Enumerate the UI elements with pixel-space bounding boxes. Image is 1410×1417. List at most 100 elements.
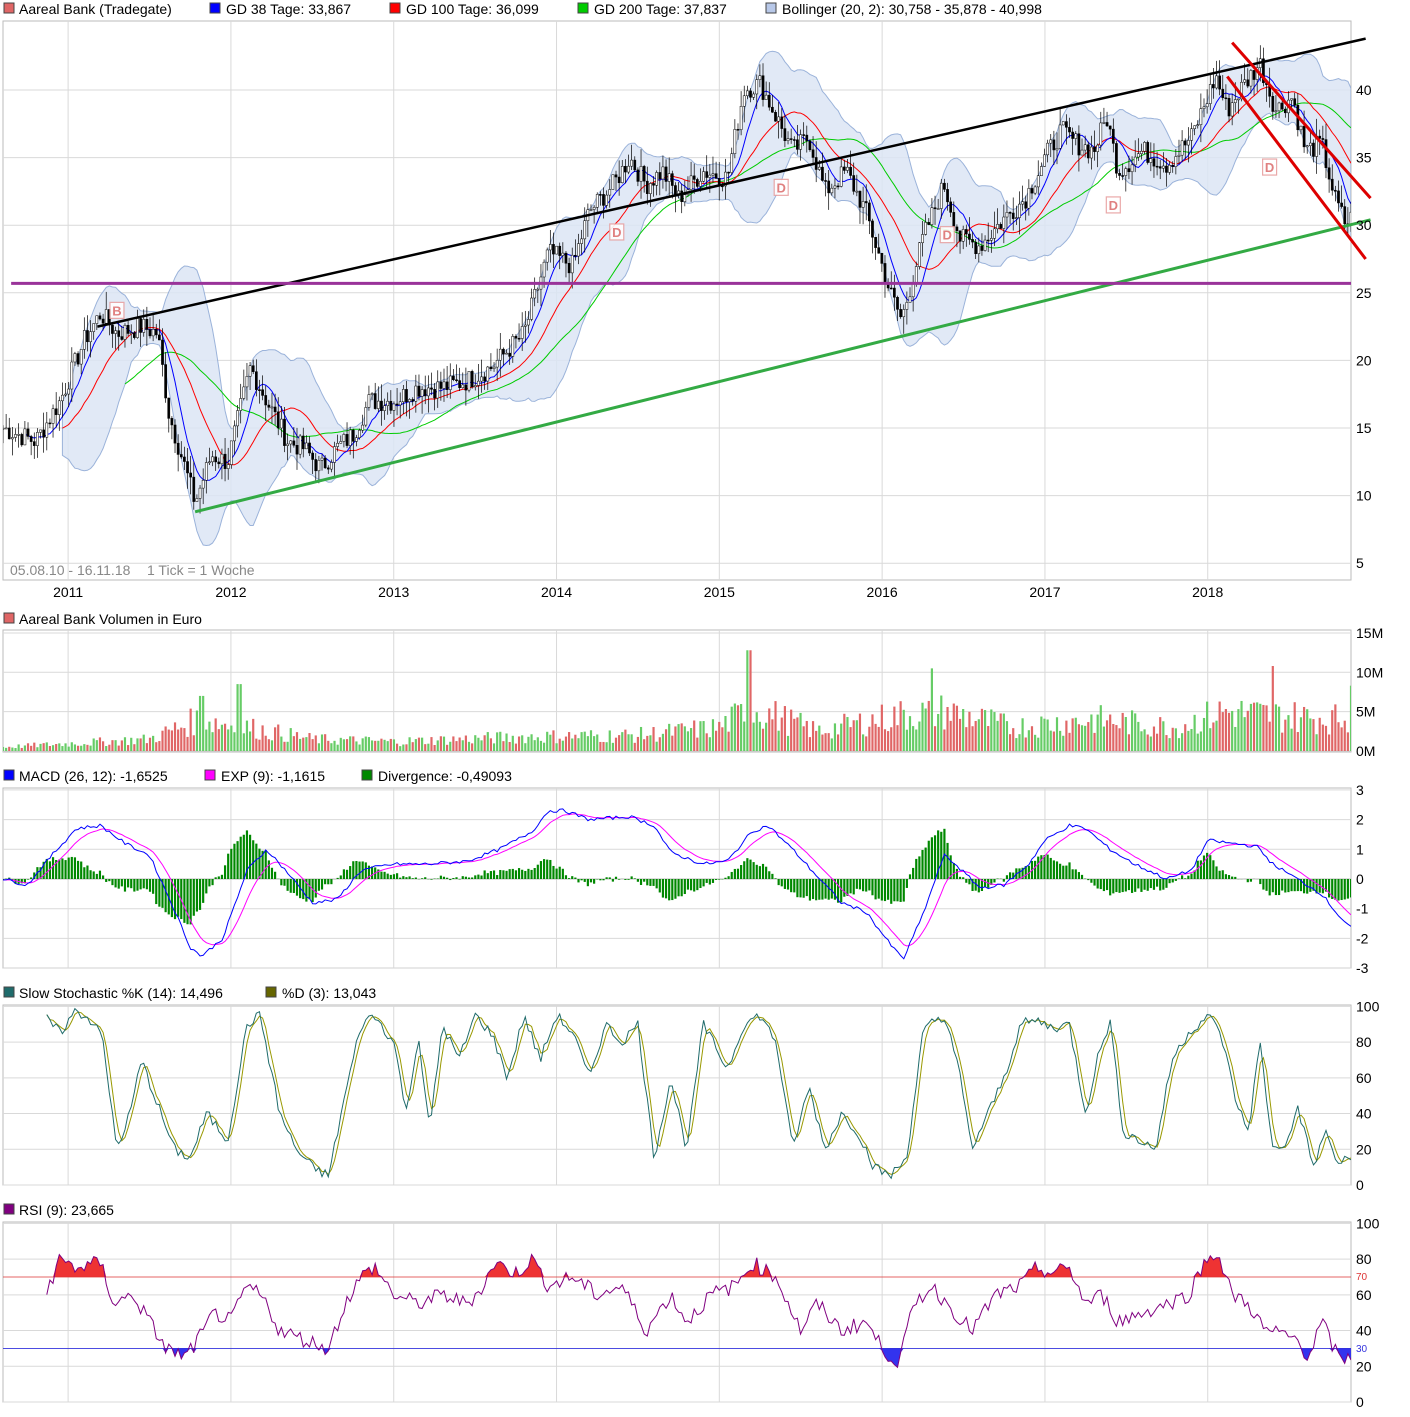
volume-bar xyxy=(558,738,561,751)
divergence-bar xyxy=(1074,869,1077,879)
candle-body xyxy=(577,243,580,257)
volume-bar xyxy=(430,737,433,751)
candle-body xyxy=(839,166,843,187)
volume-bar xyxy=(993,712,996,751)
volume-bar xyxy=(883,729,887,751)
candle-body xyxy=(642,166,646,182)
legend-swatch-stoch-d xyxy=(265,986,277,998)
candle-body xyxy=(1136,153,1140,158)
candle-body xyxy=(411,399,415,402)
divergence-bar xyxy=(152,879,155,894)
volume-bar xyxy=(1012,728,1015,751)
divergence-bar xyxy=(248,834,252,879)
candle-body xyxy=(536,288,540,291)
divergence-bar xyxy=(974,879,977,891)
volume-bar xyxy=(26,743,30,751)
divergence-bar xyxy=(70,856,73,879)
volume-bar xyxy=(1193,714,1196,751)
divergence-bar xyxy=(918,856,921,879)
divergence-bar xyxy=(155,879,158,905)
divergence-bar xyxy=(1162,879,1165,890)
candle-body xyxy=(689,175,693,190)
divergence-bar xyxy=(868,879,871,891)
volume-bar xyxy=(1315,734,1318,751)
volume-bar xyxy=(921,702,924,751)
divergence-bar xyxy=(880,879,883,901)
candle-body xyxy=(189,472,192,478)
divergence-bar xyxy=(1134,879,1137,892)
candle-body xyxy=(492,366,496,369)
volume-bar xyxy=(586,736,589,751)
volume-bar xyxy=(1240,700,1243,751)
signal-marker-label: D xyxy=(1265,160,1274,175)
volume-bar xyxy=(599,741,602,751)
volume-bar xyxy=(593,736,596,751)
volume-bar xyxy=(758,721,761,751)
volume-bar xyxy=(940,695,943,751)
divergence-bar xyxy=(583,879,586,882)
candle-body xyxy=(746,90,749,97)
rsi-oversold-fill xyxy=(162,1348,1351,1368)
volume-bar xyxy=(1299,717,1303,751)
divergence-bar xyxy=(1043,855,1046,879)
volume-bar xyxy=(996,720,999,751)
divergence-bar xyxy=(258,848,261,879)
volume-bar xyxy=(571,738,574,751)
divergence-bar xyxy=(639,879,643,885)
volume-bar xyxy=(1087,722,1090,751)
candle-body xyxy=(1090,146,1093,159)
legend-swatch-exp xyxy=(204,769,216,781)
divergence-bar xyxy=(1324,879,1328,892)
volume-bar xyxy=(905,729,908,751)
divergence-bar xyxy=(1212,860,1215,879)
volume-bar xyxy=(230,725,233,751)
divergence-bar xyxy=(977,879,980,893)
signal-marker-box xyxy=(1261,158,1278,176)
volume-bar xyxy=(1005,721,1009,751)
volume-bar xyxy=(965,727,968,751)
volume-bar xyxy=(1037,737,1040,751)
trendline-green xyxy=(194,218,1371,514)
stoch-tick-0: 0 xyxy=(1356,1177,1364,1193)
candle-body xyxy=(930,207,934,225)
candle-body xyxy=(705,171,709,178)
legend-swatch-volume xyxy=(3,612,15,624)
volume-bar xyxy=(1052,731,1055,751)
volume-bar xyxy=(33,742,36,751)
volume-bar xyxy=(796,717,799,751)
candle-body xyxy=(871,220,874,238)
divergence-bar xyxy=(189,879,192,925)
volume-bar xyxy=(8,746,11,751)
candle-body xyxy=(280,418,283,429)
candle-body xyxy=(567,263,571,274)
price-plot-frame xyxy=(2,20,1352,581)
divergence-bar xyxy=(937,830,940,879)
candle-body xyxy=(842,166,846,171)
volume-bar xyxy=(542,742,546,751)
candle-body xyxy=(173,424,177,444)
candle-body xyxy=(1343,206,1347,225)
volume-bar xyxy=(999,713,1002,751)
rsi-series xyxy=(3,1253,1351,1369)
candle-body xyxy=(1280,102,1284,110)
rsi-y-axis: 0 20 40 60 80 100 xyxy=(1356,1215,1380,1410)
volume-grid xyxy=(3,630,1351,752)
volume-bar xyxy=(1124,717,1127,751)
divergence-bar xyxy=(952,863,955,879)
volume-bar xyxy=(1118,728,1121,751)
divergence-bar xyxy=(442,876,446,879)
legend-swatch-ma200 xyxy=(577,2,589,14)
legend-swatch-bollinger xyxy=(765,2,777,14)
volume-bar xyxy=(145,743,148,751)
candle-body xyxy=(495,360,499,368)
volume-bar xyxy=(308,733,311,751)
divergence-bar xyxy=(477,874,480,879)
volume-bar xyxy=(524,743,527,751)
divergence-bar xyxy=(733,868,736,879)
divergence-bar xyxy=(568,878,571,879)
divergence-bar xyxy=(902,879,905,902)
divergence-bar xyxy=(846,879,849,896)
divergence-bar xyxy=(1018,868,1021,879)
volume-bar xyxy=(345,739,349,751)
volume-bar xyxy=(877,726,880,751)
